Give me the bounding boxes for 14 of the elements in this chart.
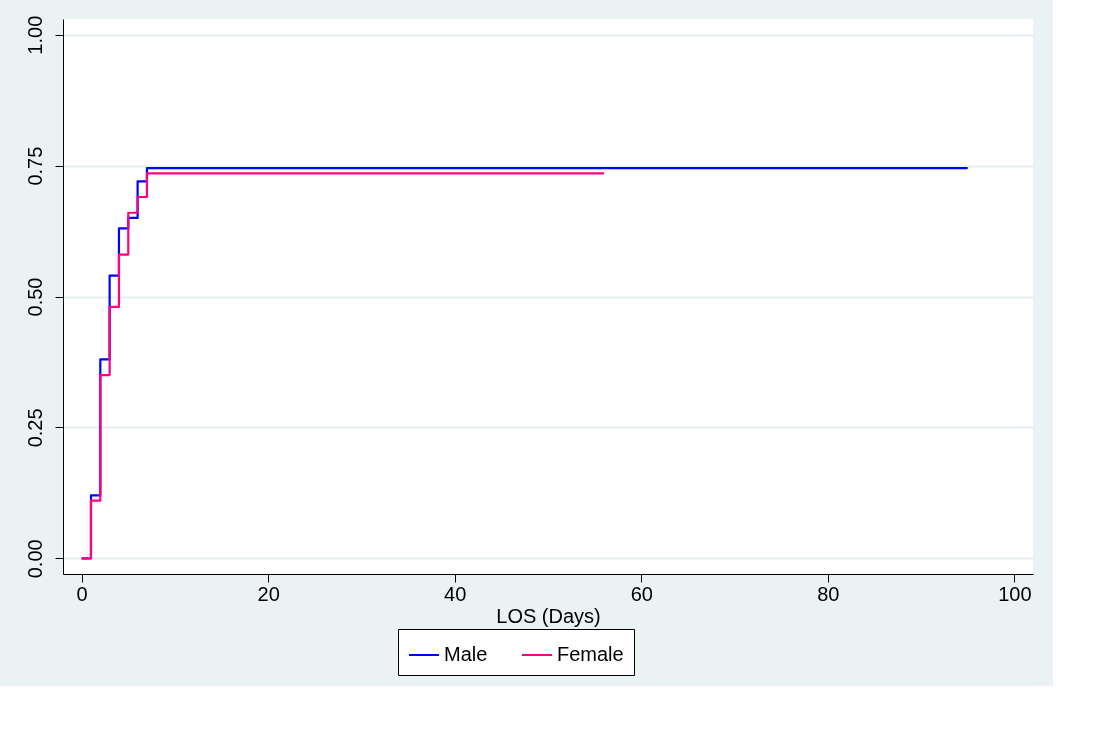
x-tick-label: 100 (998, 582, 1032, 605)
y-tick-label: 0.25 (23, 408, 46, 448)
y-tick-label: 0.00 (23, 539, 46, 579)
x-tick-label: 0 (76, 582, 88, 605)
x-axis-title: LOS (Days) (496, 604, 601, 627)
y-tick-label: 0.50 (23, 277, 46, 317)
x-tick-label: 40 (444, 582, 467, 605)
x-tick-label: 80 (817, 582, 840, 605)
y-tick-label: 1.00 (23, 15, 46, 55)
legend-label: Female (557, 643, 624, 665)
y-tick-label: 0.75 (23, 146, 46, 186)
x-tick-label: 60 (630, 582, 653, 605)
legend-label: Male (444, 643, 488, 665)
x-tick-label: 20 (257, 582, 280, 605)
